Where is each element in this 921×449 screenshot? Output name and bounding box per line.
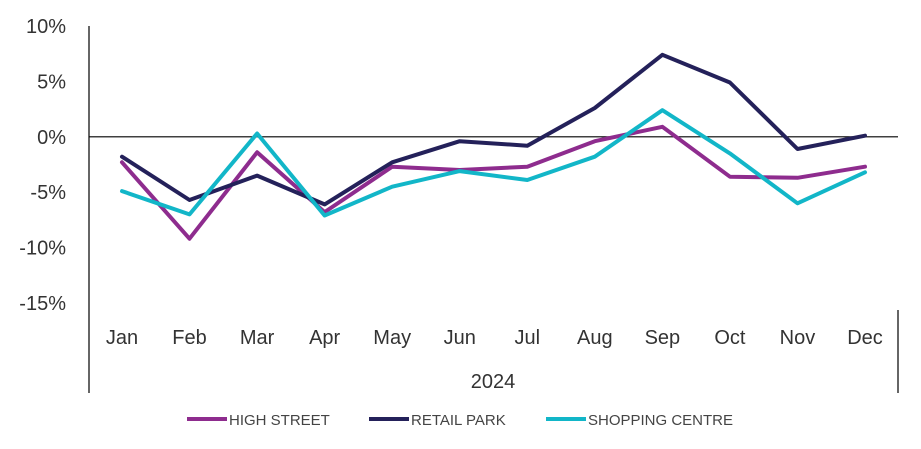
- x-tick-label: Nov: [780, 327, 816, 349]
- legend-label: HIGH STREET: [229, 412, 330, 429]
- series-line-shopping-centre: [120, 108, 867, 218]
- y-tick-label: -15%: [19, 293, 66, 315]
- legend: HIGH STREET RETAIL PARK SHOPPING CENTRE: [187, 412, 733, 429]
- x-tick-label: Apr: [309, 327, 340, 349]
- series-line-retail-park: [120, 52, 867, 207]
- legend-label: SHOPPING CENTRE: [588, 412, 733, 429]
- x-tick-label: Jul: [514, 327, 540, 349]
- y-tick-label: 10%: [26, 16, 66, 38]
- y-tick-label: -5%: [30, 182, 66, 204]
- x-axis-group-label: 2024: [471, 371, 516, 393]
- x-tick-label: Mar: [240, 327, 275, 349]
- y-axis-ticks: 10% 5% 0% -5% -10% -15%: [19, 16, 66, 315]
- x-tick-label: Aug: [577, 327, 613, 349]
- x-tick-label: Dec: [847, 327, 883, 349]
- y-tick-label: 0%: [37, 127, 66, 149]
- x-tick-label: Oct: [714, 327, 746, 349]
- y-tick-label: 5%: [37, 71, 66, 93]
- x-tick-label: Jan: [106, 327, 138, 349]
- y-tick-label: -10%: [19, 238, 66, 260]
- legend-label: RETAIL PARK: [411, 412, 506, 429]
- x-tick-label: Jun: [444, 327, 476, 349]
- x-tick-label: Sep: [645, 327, 681, 349]
- series-line-high-street: [120, 124, 867, 241]
- x-tick-label: May: [373, 327, 411, 349]
- x-axis-ticks: Jan Feb Mar Apr May Jun Jul Aug Sep Oct Nov Dec: [106, 327, 883, 349]
- axes: [88, 26, 899, 393]
- series-lines: [120, 52, 867, 241]
- x-tick-label: Feb: [172, 327, 206, 349]
